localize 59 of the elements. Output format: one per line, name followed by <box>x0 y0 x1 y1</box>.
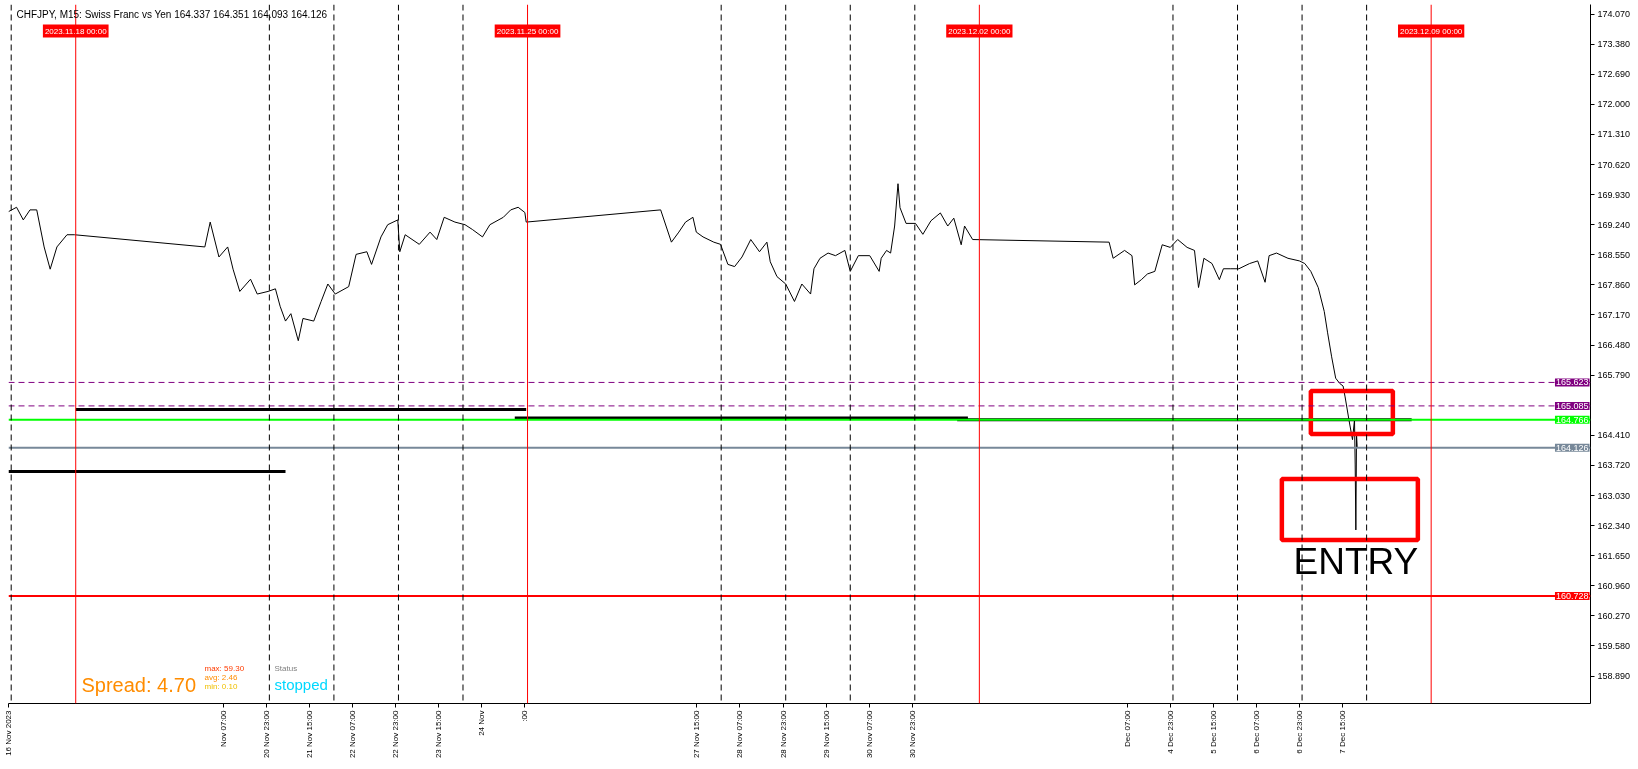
annotation: stopped <box>274 676 328 693</box>
ref-line-label: 2023.11.25 00:00 <box>496 26 559 36</box>
y-tick-label: 165.790 <box>1597 370 1631 381</box>
x-tick-label: Dec 07:00 <box>1122 709 1132 747</box>
x-tick-label: 30 Nov 07:00 <box>864 709 874 759</box>
x-tick-label: 7 Dec 15:00 <box>1337 709 1347 754</box>
y-tick-label: 159.580 <box>1597 640 1631 651</box>
y-tick-label: 162.340 <box>1597 520 1631 531</box>
ref-line-label: 165.085 <box>1555 400 1589 411</box>
y-tick-label: 174.070 <box>1597 9 1631 20</box>
x-tick-label: 5 Dec 15:00 <box>1208 709 1218 754</box>
ref-line-label: 2023.12.02 00:00 <box>948 26 1012 36</box>
x-tick-label: 20 Nov 23:00 <box>262 709 272 759</box>
annotation: Status <box>274 664 298 673</box>
y-tick-label: 163.030 <box>1597 490 1631 501</box>
y-tick-label: 160.960 <box>1597 580 1631 591</box>
x-tick-label: 28 Nov 07:00 <box>735 709 745 759</box>
y-tick-label: 168.550 <box>1597 249 1631 260</box>
x-tick-label: 21 Nov 15:00 <box>305 709 315 759</box>
y-tick-label: 170.620 <box>1597 159 1631 170</box>
x-tick-label: 6 Dec 23:00 <box>1294 709 1304 754</box>
x-tick-label: 22 Nov 07:00 <box>348 709 358 759</box>
x-tick-label: 22 Nov 23:00 <box>391 709 401 759</box>
y-tick-label: 169.240 <box>1597 219 1631 230</box>
annotation: min: 0.10 <box>204 682 238 691</box>
x-tick-label: 28 Nov 23:00 <box>778 709 788 759</box>
y-tick-label: 161.650 <box>1597 550 1631 561</box>
x-tick-label: 4 Dec 23:00 <box>1165 709 1175 754</box>
ref-line-label: 164.126 <box>1555 442 1589 453</box>
y-tick-label: 167.860 <box>1597 279 1631 290</box>
y-tick-label: 172.000 <box>1597 99 1631 110</box>
x-tick-label: 16 Nov 2023 <box>4 709 13 756</box>
x-tick-label: 23 Nov 15:00 <box>434 709 444 759</box>
y-tick-label: 171.310 <box>1597 129 1631 140</box>
annotation: Spread: 4.70 <box>81 673 197 696</box>
annotation: avg: 2.46 <box>204 673 238 682</box>
y-tick-label: 167.170 <box>1597 309 1631 320</box>
y-tick-label: 163.720 <box>1597 460 1631 471</box>
y-tick-label: 169.930 <box>1597 189 1631 200</box>
ref-line-label: 160.728 <box>1555 590 1589 601</box>
x-tick-label: 27 Nov 15:00 <box>692 709 702 759</box>
y-tick-label: 172.690 <box>1597 69 1631 80</box>
ref-line-label: 165.623 <box>1555 377 1589 388</box>
y-tick-label: 158.890 <box>1597 671 1631 682</box>
y-tick-label: 160.270 <box>1597 610 1631 621</box>
y-tick-label: 164.410 <box>1597 430 1631 441</box>
x-tick-label: Nov 07:00 <box>219 709 229 747</box>
y-tick-label: 166.480 <box>1597 340 1631 351</box>
x-tick-label: :00 <box>520 709 530 722</box>
ref-line-label: 164.766 <box>1555 414 1589 425</box>
ref-line-label: 2023.12.09 00:00 <box>1400 26 1463 36</box>
x-tick-label: 29 Nov 15:00 <box>821 709 831 759</box>
x-tick-label: 24 Nov <box>477 710 487 736</box>
annotation: max: 59.30 <box>204 664 245 673</box>
y-tick-label: 173.380 <box>1597 39 1631 50</box>
annotation: ENTRY <box>1293 541 1419 583</box>
x-tick-label: 6 Dec 07:00 <box>1251 709 1261 754</box>
ref-line-label: 2023.11.18 00:00 <box>44 26 108 36</box>
x-tick-label: 30 Nov 23:00 <box>907 709 917 759</box>
